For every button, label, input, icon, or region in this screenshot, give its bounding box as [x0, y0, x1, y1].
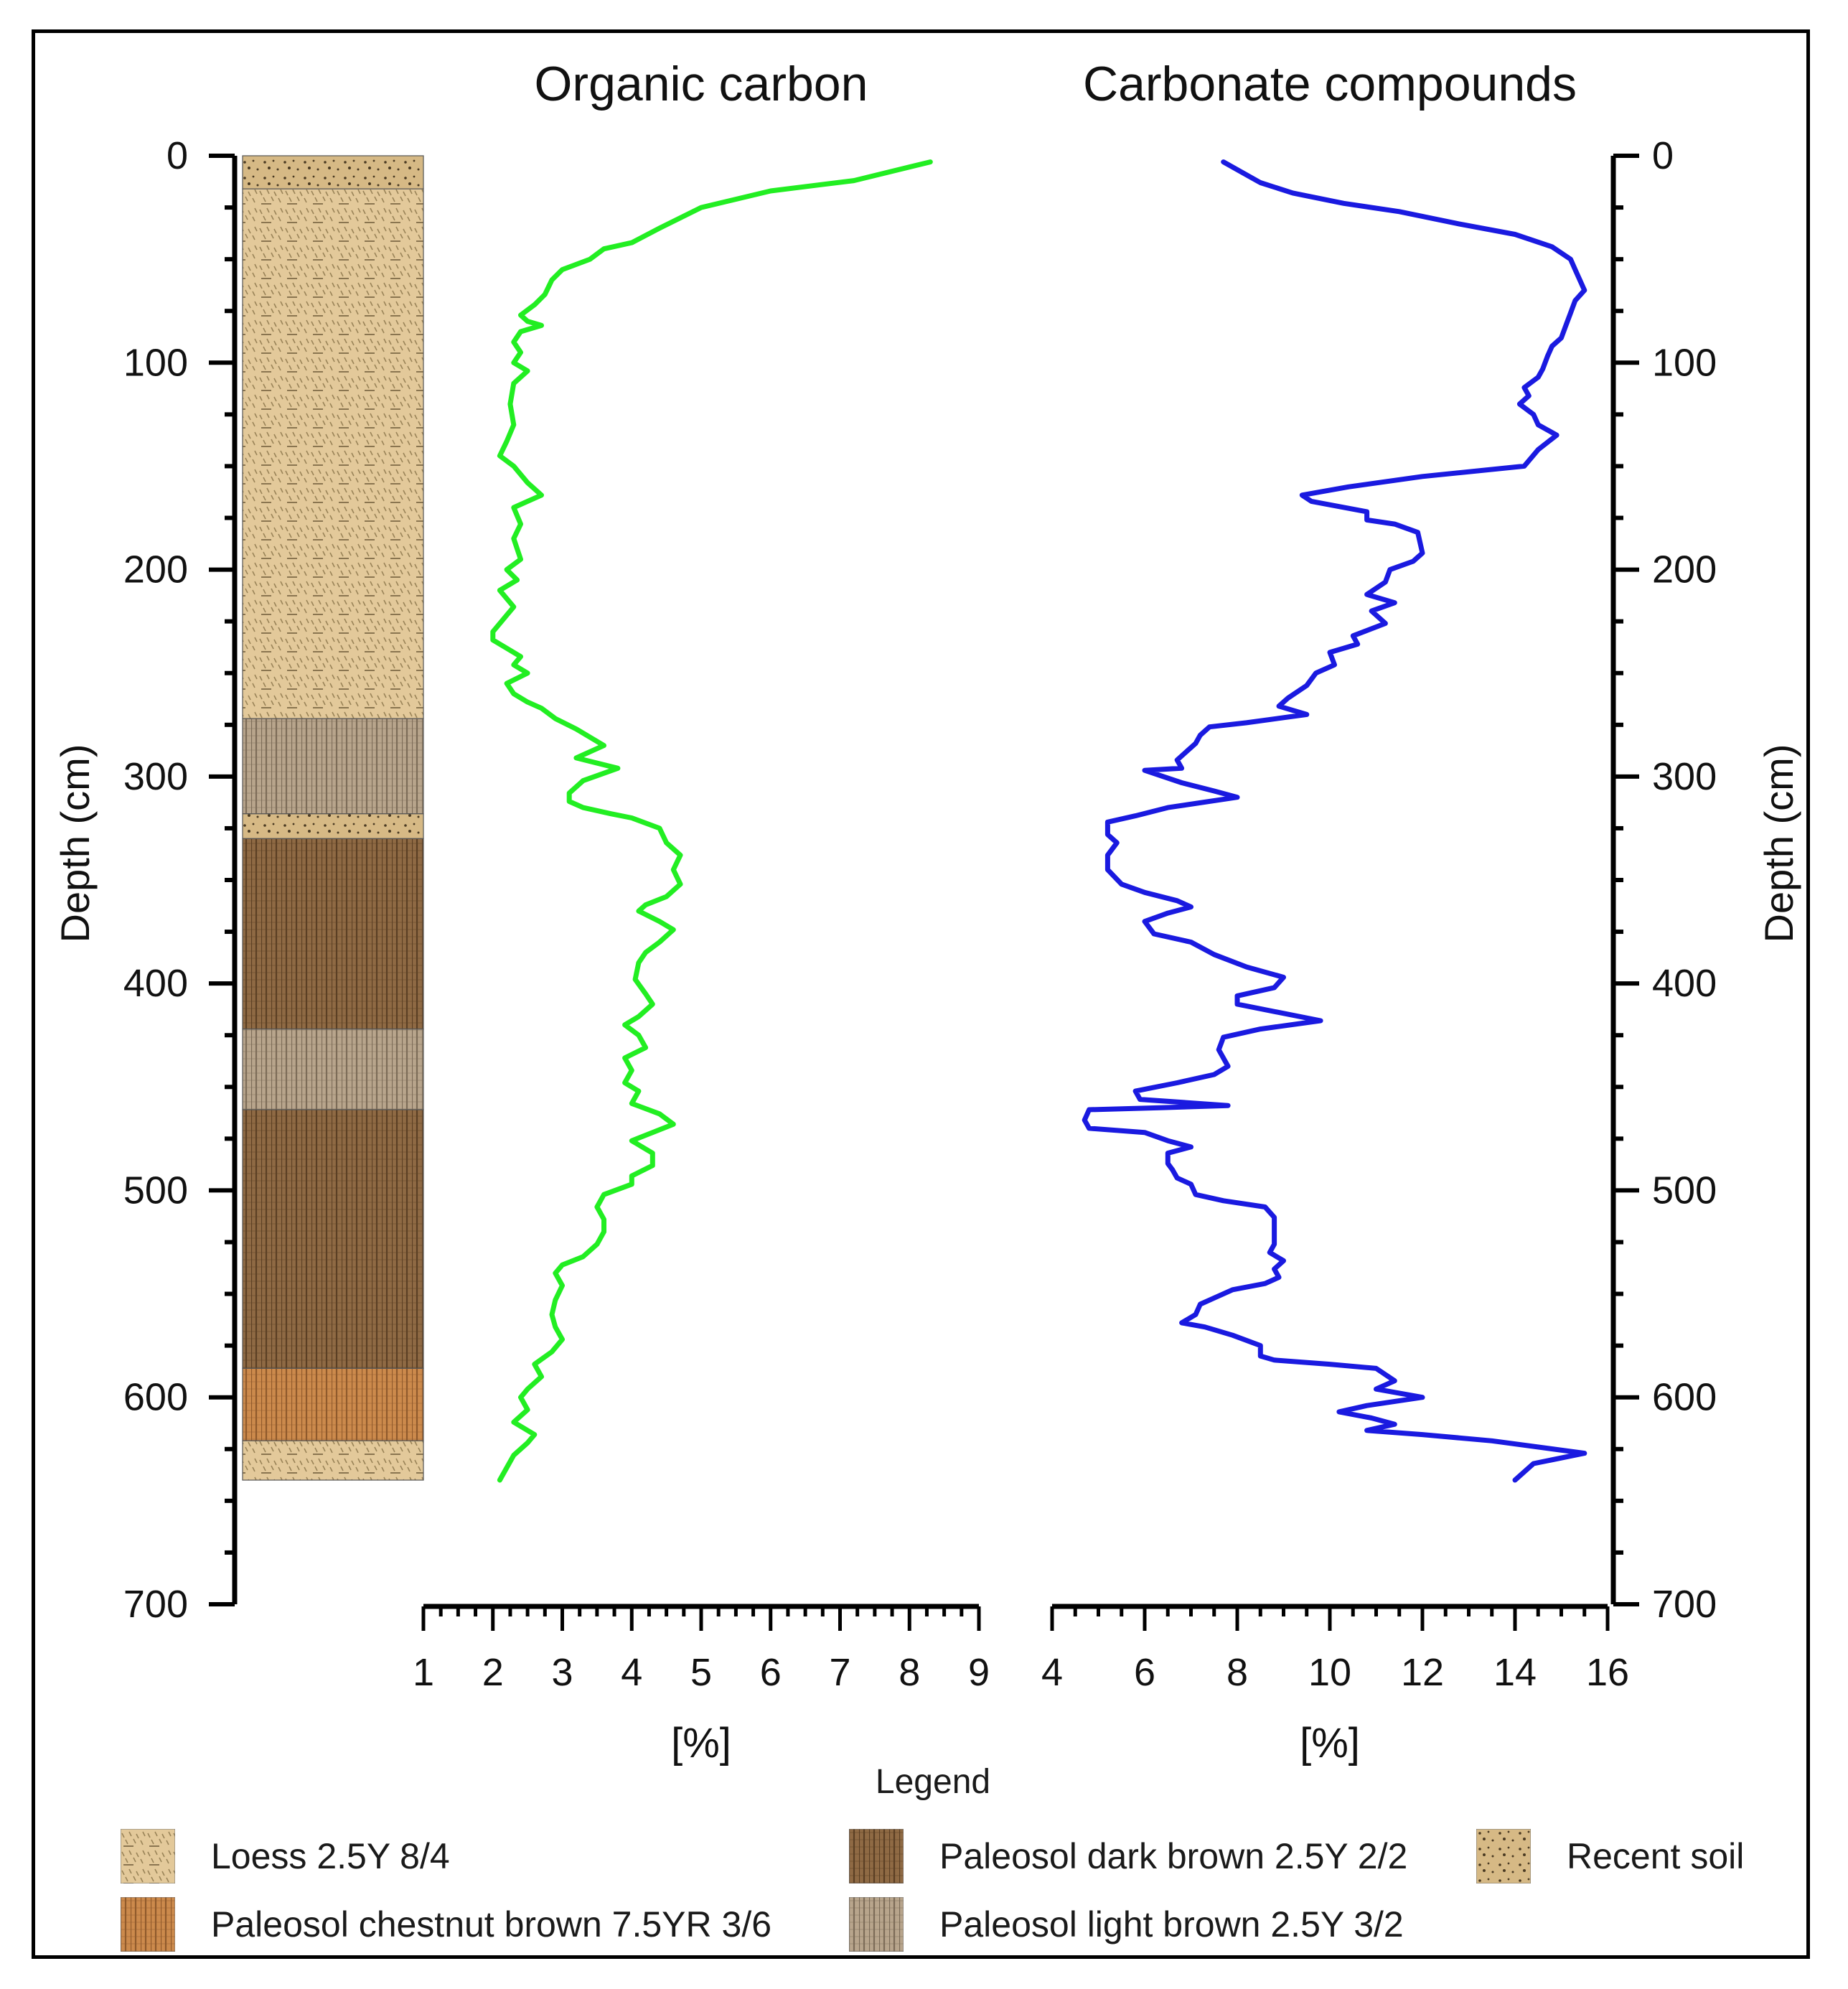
carbonate-series-line: [1082, 159, 1587, 1483]
depth-tick-label-left: 400: [123, 962, 188, 1005]
soil-layer-chestnut: [242, 1367, 424, 1441]
carbonate-x-axis-title: [%]: [1300, 1720, 1360, 1766]
soil-layer-loess: [242, 1440, 424, 1481]
legend-item-recent-soil: Recent soil: [1476, 1827, 1744, 1885]
depth-tick-label-left: 700: [123, 1583, 188, 1626]
legend-swatch-dark-brown: [849, 1829, 904, 1883]
depth-tick-label-right: 600: [1652, 1376, 1717, 1419]
organic-carbon-title: Organic carbon: [535, 57, 868, 111]
depth-tick-label-left: 500: [123, 1169, 188, 1212]
organic-carbon-tick-label: 5: [690, 1651, 712, 1694]
organic-carbon-tick-label: 4: [621, 1651, 642, 1694]
soil-layer-light-brown: [242, 1028, 424, 1110]
soil-layer-dark-brown: [242, 1109, 424, 1369]
legend-label-dark-brown: Paleosol dark brown 2.5Y 2/2: [939, 1836, 1408, 1876]
depth-tick-label-left: 200: [123, 548, 188, 591]
legend-swatch-chestnut: [121, 1897, 175, 1952]
depth-tick-label-right: 400: [1652, 962, 1717, 1005]
depth-tick-label-left: 0: [166, 134, 188, 177]
depth-tick-label-right: 0: [1652, 134, 1674, 177]
legend-item-loess: Loess 2.5Y 8/4: [121, 1827, 450, 1885]
carbonate-tick-label: 4: [1041, 1651, 1063, 1694]
carbonate-tick-label: 14: [1493, 1651, 1537, 1694]
legend-label-loess: Loess 2.5Y 8/4: [211, 1836, 450, 1876]
depth-tick-label-right: 100: [1652, 341, 1717, 384]
depth-axis-title-right: Depth (cm): [1756, 744, 1801, 943]
carbonate-tick-label: 16: [1586, 1651, 1629, 1694]
organic-carbon-tick-label: 2: [482, 1651, 504, 1694]
soil-layer-light-brown: [242, 718, 424, 815]
depth-tick-label-right: 700: [1652, 1583, 1717, 1626]
legend-swatch-light-brown: [849, 1897, 904, 1952]
depth-axis-title-left: Depth (cm): [52, 744, 98, 943]
depth-tick-label-right: 500: [1652, 1169, 1717, 1212]
depth-tick-label-right: 200: [1652, 548, 1717, 591]
legend-item-chestnut: Paleosol chestnut brown 7.5YR 3/6: [121, 1896, 771, 1953]
legend-label-recent-soil: Recent soil: [1567, 1836, 1745, 1876]
organic-carbon-tick-label: 3: [551, 1651, 573, 1694]
carbonate-tick-label: 8: [1226, 1651, 1248, 1694]
depth-tick-label-left: 300: [123, 755, 188, 798]
legend-label-chestnut: Paleosol chestnut brown 7.5YR 3/6: [211, 1904, 772, 1944]
carbonate-tick-label: 12: [1401, 1651, 1444, 1694]
carbonate-tick-label: 10: [1308, 1651, 1351, 1694]
soil-layer-recent-soil: [242, 155, 424, 189]
soil-layer-recent-soil: [242, 813, 424, 839]
organic-carbon-tick-label: 7: [829, 1651, 850, 1694]
carbonate-tick-label: 6: [1134, 1651, 1155, 1694]
depth-tick-label-left: 600: [123, 1376, 188, 1419]
organic-carbon-tick-label: 6: [760, 1651, 782, 1694]
legend-item-dark-brown: Paleosol dark brown 2.5Y 2/2: [849, 1827, 1407, 1885]
soil-layer-loess: [242, 188, 424, 719]
organic-carbon-series-line: [490, 159, 933, 1483]
carbonate-title: Carbonate compounds: [1083, 57, 1577, 111]
legend-swatch-recent-soil: [1476, 1829, 1531, 1883]
organic-carbon-tick-label: 1: [413, 1651, 434, 1694]
soil-layer-dark-brown: [242, 838, 424, 1030]
depth-tick-label-right: 300: [1652, 755, 1717, 798]
organic-carbon-tick-label: 9: [968, 1651, 990, 1694]
legend-title: Legend: [875, 1763, 991, 1801]
legend-item-light-brown: Paleosol light brown 2.5Y 3/2: [849, 1896, 1404, 1953]
legend-swatch-loess: [121, 1829, 175, 1883]
organic-carbon-tick-label: 8: [899, 1651, 920, 1694]
figure-frame: [32, 29, 1810, 1959]
depth-tick-label-left: 100: [123, 341, 188, 384]
legend-label-light-brown: Paleosol light brown 2.5Y 3/2: [939, 1904, 1404, 1944]
organic-carbon-x-axis-title: [%]: [671, 1720, 731, 1766]
